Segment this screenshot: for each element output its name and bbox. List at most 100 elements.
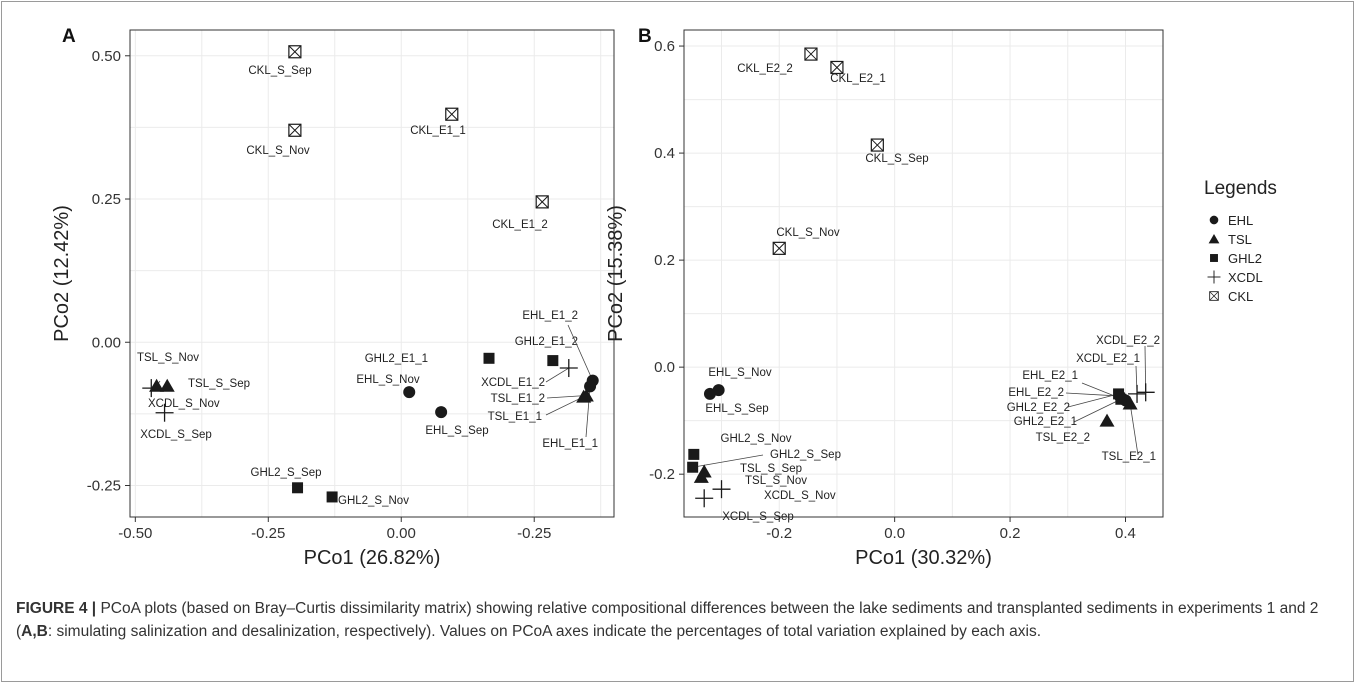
panel-b-point-tsl-s-sep-label: TSL_S_Sep [740,463,802,475]
panel-b-xtick-label: 0.0 [884,525,905,542]
panel-a-point-ckl-e1-1-label: CKL_E1_1 [410,125,466,137]
panel-b-y-axis-title: PCo2 (15.38%) [605,205,627,342]
panel-b-point-ckl-e2-2-marker [804,47,818,61]
panel-b-point-xcdl-e2-2-label: XCDL_E2_2 [1096,335,1160,347]
panel-b-point-ehl-s-sep-marker [703,387,716,400]
panel-a-point-ckl-s-sep-marker [288,45,302,59]
panel-a-point-ckl-e1-1-marker [445,107,459,121]
panel-b-point-ckl-s-nov-label: CKL_S_Nov [776,227,840,239]
panel-b-x-axis-title: PCo1 (30.32%) [855,547,992,569]
panel-b-ytick-label: 0.2 [654,252,675,269]
panel-b-point-xcdl-s-nov-label: XCDL_S_Nov [764,490,836,502]
panel-a-point-ghl2-s-nov-label: GHL2_S_Nov [338,495,409,507]
panel-b-point-tsl-e2-1-label: TSL_E2_1 [1102,451,1156,463]
panel-a-point-tsl-e1-1-label: TSL_E1_1 [488,411,542,423]
legend-label-tsl: TSL [1228,232,1252,247]
panel-b-point-ghl2-s-sep-label: GHL2_S_Sep [770,449,841,461]
panel-a-point-tsl-e1-1-leader [545,396,584,416]
caption-label: FIGURE 4 | [16,600,97,617]
panel-a-point-ehl-e1-2-label: EHL_E1_2 [522,310,578,322]
panel-a-point-xcdl-s-sep-marker [155,403,174,422]
panel-b-point-ghl2-s-nov-label: GHL2_S_Nov [721,433,792,445]
panel-b-point-tsl-e2-1-leader [1129,403,1139,456]
panel-a-y-axis-title: PCo2 (12.42%) [51,205,73,342]
panel-a-ytick-label: -0.25 [87,477,121,494]
panel-a-point-xcdl-s-sep-label: XCDL_S_Sep [140,429,212,441]
panel-b-point-ckl-s-sep-label: CKL_S_Sep [865,153,928,165]
panel-a-point-tsl-e1-2-label: TSL_E1_2 [491,393,545,405]
panel-b-point-ghl2-s-sep-marker [687,461,699,473]
panel-a-point-ckl-e1-2-marker [535,195,549,209]
panel-a-point-tsl-s-sep-label: TSL_S_Sep [188,378,250,390]
panel-a-point-ehl-s-sep-marker [435,406,448,419]
panel-a-xtick-label: -0.50 [118,525,152,542]
panel-b-point-ckl-e2-2-label: CKL_E2_2 [737,63,793,75]
legend-item-ckl: CKL [1209,289,1253,304]
panel-a-point-xcdl-s-nov-marker [142,379,161,398]
panel-b-xtick-label: 0.2 [1000,525,1021,542]
panel-b-point-ckl-e2-1-marker [830,60,844,75]
panel-a-point-xcdl-e1-2-leader [545,367,570,383]
panel-b-ytick-label: 0.0 [654,359,675,376]
panel-a-point-tsl-s-sep-marker [159,378,175,392]
legend-marker-tsl [1208,233,1220,244]
caption-text-1: PCoA plots (based on Bray–Curtis dissimi… [16,600,1319,640]
panel-b-plot-border [683,29,1164,518]
panel-b-point-ehl-e2-2-label: EHL_E2_2 [1008,387,1064,399]
panel-b-point-tsl-e2-1-marker [1122,396,1138,410]
panel-b-point-tsl-e2-2-marker [1099,413,1115,427]
panel-a-point-tsl-s-nov-label: TSL_S_Nov [137,352,199,364]
panel-a-point-ehl-e1-1-label: EHL_E1_1 [542,438,598,450]
legend-marker-ghl2 [1210,254,1218,262]
panel-b-ytick-label: 0.6 [654,38,675,55]
legend-item-tsl: TSL [1208,232,1252,247]
panel-a-ytick-label: 0.25 [92,191,121,208]
panel-b-point-ehl-s-sep-label: EHL_S_Sep [705,403,768,415]
panel-b-point-ghl2-e2-2-leader [1067,393,1119,408]
panel-b-point-ehl-s-nov-label: EHL_S_Nov [708,367,772,379]
panel-b-point-xcdl-s-sep-marker [695,489,714,508]
panel-b-xtick-label: 0.4 [1115,525,1136,542]
panel-b-ytick-label: 0.4 [654,145,675,162]
legend-label-ehl: EHL [1228,213,1253,228]
panel-a-point-ghl2-e1-1-marker [483,352,495,364]
panel-a-point-ehl-s-nov-label: EHL_S_Nov [356,374,420,386]
figure-canvas: -0.50 -0.25 0.00 -0.25 -0.25 0.00 0.25 0.50 PCo1… [51,26,1277,569]
panel-b-point-ckl-e2-1-label: CKL_E2_1 [830,73,886,85]
panel-b-point-ghl2-e2-1-marker [1115,393,1127,405]
legend-item-ghl2: GHL2 [1210,251,1262,266]
panel-b-point-tsl-s-nov-label: TSL_S_Nov [745,475,807,487]
panel-b-point-xcdl-e2-2-marker [1136,383,1155,402]
legend-item-ehl: EHL [1209,213,1253,228]
panel-a-point-ghl2-s-sep-marker [292,482,304,494]
panel-b-gridlines [684,30,1163,517]
panel-b-point-tsl-s-nov-marker [693,469,709,483]
caption-text-2: : simulating salinization and desaliniza… [47,623,1042,640]
panel-b-point-tsl-e2-2-label: TSL_E2_2 [1036,432,1090,444]
panel-a-point-xcdl-e1-2-label: XCDL_E1_2 [481,377,545,389]
panel-a-point-ghl2-s-nov-marker [326,491,338,503]
panel-a-gridlines [130,30,614,517]
panel-b-point-ehl-e2-1-label: EHL_E2_1 [1022,370,1078,382]
panel-a-ytick-label: 0.00 [92,334,121,351]
panel-a-point-ehl-e1-1-marker [584,380,597,393]
panel-a-point-ckl-e1-2-label: CKL_E1_2 [492,219,548,231]
panel-b-point-ckl-s-sep-marker [870,138,884,152]
panel-a-xtick-label: 0.00 [387,525,416,542]
panel-b-point-ckl-s-nov-marker [772,241,786,255]
panel-a-point-tsl-e1-1-marker [576,389,592,403]
panel-a-chart: -0.50 -0.25 0.00 -0.25 -0.25 0.00 0.25 0.50 PCo1… [51,26,615,569]
panel-a-x-axis-title: PCo1 (26.82%) [304,547,441,569]
panel-b-point-ghl2-e2-1-label: GHL2_E2_1 [1014,416,1077,428]
panel-a-point-ckl-s-sep-label: CKL_S_Sep [248,65,311,77]
panel-b-point-ghl2-e2-1-leader [1073,398,1122,423]
legend-marker-xcdl [1207,270,1221,284]
panel-b-panel-letter: B [638,26,652,47]
panel-a-point-ehl-s-sep-label: EHL_S_Sep [425,425,488,437]
panel-a-point-xcdl-e1-2-marker [559,359,578,378]
panel-a-point-ehl-e1-2-leader [567,324,594,381]
panel-b-point-ghl2-e2-2-label: GHL2_E2_2 [1007,402,1070,414]
panel-a-point-ehl-s-nov-marker [403,386,416,399]
panel-a-panel-letter: A [62,26,76,47]
panel-a-xtick-label: -0.25 [251,525,285,542]
